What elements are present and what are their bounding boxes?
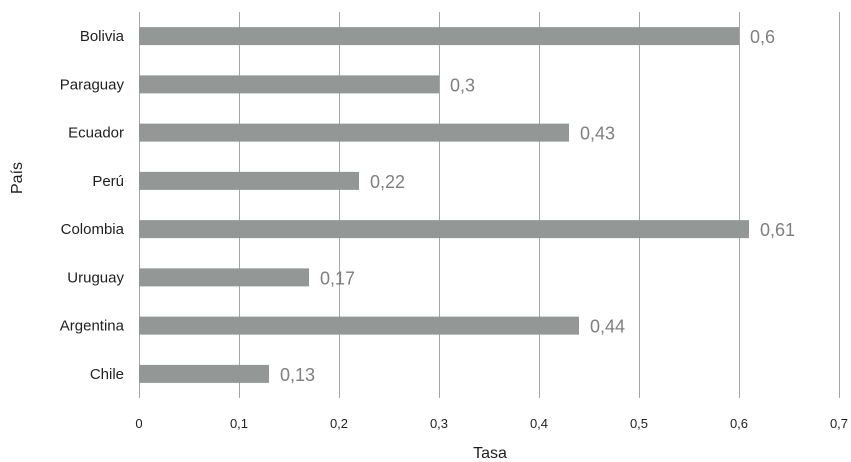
x-tick-label: 0 xyxy=(135,416,142,431)
category-label: Argentina xyxy=(60,318,125,335)
category-label: Chile xyxy=(90,366,124,383)
grid-lines xyxy=(139,12,840,398)
data-label: 0,3 xyxy=(450,75,475,95)
data-label: 0,61 xyxy=(760,220,795,240)
category-label: Ecuador xyxy=(68,125,124,142)
data-label: 0,17 xyxy=(320,268,355,288)
x-tick-label: 0,4 xyxy=(530,416,548,431)
x-tick-label: 0,6 xyxy=(730,416,748,431)
bar-chile xyxy=(139,364,269,383)
x-tick-label: 0,5 xyxy=(630,416,648,431)
x-axis-title: Tasa xyxy=(473,445,507,462)
bar-perú xyxy=(139,171,359,190)
bar-ecuador xyxy=(139,123,569,142)
category-label: Uruguay xyxy=(67,269,124,286)
bar-uruguay xyxy=(139,268,309,287)
category-label: Bolivia xyxy=(80,28,125,45)
category-label: Perú xyxy=(92,173,124,190)
data-labels: 0,6 0,3 0,43 0,22 0,61 0,17 0,44 0,13 xyxy=(280,27,795,385)
x-tick-label: 0,1 xyxy=(230,416,248,431)
data-label: 0,44 xyxy=(590,317,625,337)
data-label: 0,6 xyxy=(750,27,775,47)
y-axis-title: País xyxy=(9,162,26,194)
data-label: 0,43 xyxy=(580,124,615,144)
bar-colombia xyxy=(139,220,749,239)
category-labels: Bolivia Paraguay Ecuador Perú Colombia Urugua… xyxy=(60,28,125,383)
bar-bolivia xyxy=(139,27,739,46)
bars xyxy=(139,27,749,383)
x-tick-label: 0,2 xyxy=(330,416,348,431)
x-tick-labels: 0 0,1 0,2 0,3 0,4 0,5 0,6 0,7 xyxy=(135,416,848,431)
category-label: Paraguay xyxy=(60,76,125,93)
x-tick-label: 0,7 xyxy=(830,416,848,431)
data-label: 0,13 xyxy=(280,365,315,385)
bar-paraguay xyxy=(139,75,439,94)
x-tick-label: 0,3 xyxy=(430,416,448,431)
data-label: 0,22 xyxy=(370,172,405,192)
category-label: Colombia xyxy=(61,221,125,238)
bar-argentina xyxy=(139,316,579,335)
